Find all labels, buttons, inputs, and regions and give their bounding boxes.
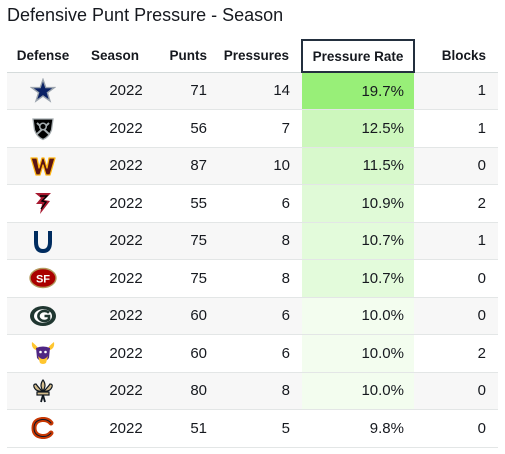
season-cell: 2022	[79, 184, 151, 223]
pressures-cell: 6	[219, 184, 302, 223]
blocks-cell: 2	[414, 334, 498, 373]
saints-fleur-de-lis-icon	[31, 378, 55, 404]
season-cell: 2022	[79, 147, 151, 185]
header-row: Defense Season Punts Pressures Pressure …	[7, 39, 498, 73]
pressure-rate-cell: 10.7%	[302, 222, 414, 260]
table-row: 2022 56 7 12.5% 1	[7, 109, 498, 148]
pressure-rate-cell: 10.0%	[302, 372, 414, 410]
table-row: 2022 75 8 10.7% 1	[7, 222, 498, 260]
pressures-cell: 10	[219, 147, 302, 185]
table-row: 2022 51 5 9.8% 0	[7, 409, 498, 448]
punts-cell: 71	[151, 72, 219, 110]
defense-cell	[7, 409, 79, 448]
table-row: 2022 55 6 10.9% 2	[7, 184, 498, 223]
pressure-rate-cell: 10.9%	[302, 184, 414, 223]
table-row: 2022 60 6 10.0% 2	[7, 334, 498, 373]
falcons-icon	[31, 190, 55, 216]
defense-cell	[7, 147, 79, 185]
column-header-pressure-rate[interactable]: Pressure Rate	[301, 39, 415, 73]
defense-cell	[7, 109, 79, 148]
blocks-cell: 0	[414, 259, 498, 298]
raiders-shield-icon	[30, 115, 56, 141]
punts-cell: 75	[151, 259, 219, 298]
pressures-cell: 8	[219, 372, 302, 410]
season-cell: 2022	[79, 72, 151, 110]
punts-cell: 60	[151, 297, 219, 335]
blocks-cell: 1	[414, 222, 498, 260]
defense-cell	[7, 297, 79, 335]
pressures-cell: 5	[219, 409, 302, 448]
pressures-cell: 8	[219, 222, 302, 260]
blocks-cell: 0	[414, 409, 498, 448]
punts-cell: 87	[151, 147, 219, 185]
table-row: SF 2022 75 8 10.7% 0	[7, 259, 498, 298]
season-cell: 2022	[79, 334, 151, 373]
blocks-cell: 0	[414, 297, 498, 335]
pressure-rate-cell: 9.8%	[302, 409, 414, 448]
punts-cell: 56	[151, 109, 219, 148]
table-row: 2022 87 10 11.5% 0	[7, 147, 498, 185]
cowboys-star-icon	[30, 77, 56, 104]
packers-g-icon	[29, 305, 57, 327]
table-row: 2022 71 14 19.7% 1	[7, 72, 498, 110]
season-cell: 2022	[79, 409, 151, 448]
page-title: Defensive Punt Pressure - Season	[7, 5, 284, 25]
defense-cell	[7, 372, 79, 410]
colts-horseshoe-icon	[31, 228, 55, 254]
punts-cell: 75	[151, 222, 219, 260]
season-cell: 2022	[79, 222, 151, 260]
season-cell: 2022	[79, 109, 151, 148]
column-header-blocks[interactable]: Blocks	[414, 40, 498, 73]
pressure-rate-cell: 10.7%	[302, 259, 414, 298]
defense-cell	[7, 222, 79, 260]
pressure-rate-cell: 10.0%	[302, 334, 414, 373]
table-row: 2022 60 6 10.0% 0	[7, 297, 498, 335]
defense-cell	[7, 72, 79, 110]
punts-cell: 80	[151, 372, 219, 410]
column-header-season[interactable]: Season	[79, 40, 151, 73]
pressure-table: Defense Season Punts Pressures Pressure …	[7, 39, 498, 448]
blocks-cell: 2	[414, 184, 498, 223]
pressures-cell: 14	[219, 72, 302, 110]
bears-c-icon	[30, 417, 56, 440]
column-header-pressures[interactable]: Pressures	[219, 40, 302, 73]
table-row: 2022 80 8 10.0% 0	[7, 372, 498, 410]
season-cell: 2022	[79, 372, 151, 410]
defense-cell	[7, 184, 79, 223]
pressures-cell: 7	[219, 109, 302, 148]
season-cell: 2022	[79, 297, 151, 335]
pressure-rate-cell: 10.0%	[302, 297, 414, 335]
pressures-cell: 6	[219, 334, 302, 373]
blocks-cell: 0	[414, 372, 498, 410]
column-header-defense[interactable]: Defense	[7, 40, 79, 73]
pressure-rate-cell: 19.7%	[302, 72, 414, 110]
commanders-w-icon	[30, 154, 56, 178]
defense-cell	[7, 334, 79, 373]
column-header-punts[interactable]: Punts	[151, 40, 219, 73]
pressures-cell: 6	[219, 297, 302, 335]
punts-cell: 60	[151, 334, 219, 373]
pressure-rate-cell: 11.5%	[302, 147, 414, 185]
defense-cell: SF	[7, 259, 79, 298]
pressure-rate-cell: 12.5%	[302, 109, 414, 148]
vikings-icon	[30, 340, 56, 366]
punts-cell: 51	[151, 409, 219, 448]
blocks-cell: 0	[414, 147, 498, 185]
season-cell: 2022	[79, 259, 151, 298]
49ers-sf-icon: SF	[29, 267, 57, 289]
svg-text:SF: SF	[36, 274, 50, 286]
pressures-cell: 8	[219, 259, 302, 298]
blocks-cell: 1	[414, 72, 498, 110]
blocks-cell: 1	[414, 109, 498, 148]
punts-cell: 55	[151, 184, 219, 223]
